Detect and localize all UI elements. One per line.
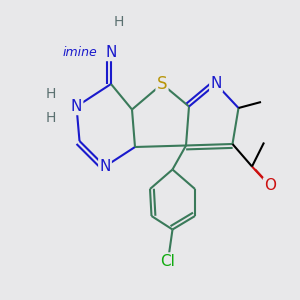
Text: N: N	[105, 45, 117, 60]
Text: H: H	[46, 112, 56, 125]
Text: S: S	[157, 75, 167, 93]
Text: Cl: Cl	[160, 254, 175, 268]
Text: N: N	[210, 76, 222, 92]
Text: N: N	[71, 99, 82, 114]
Text: H: H	[46, 88, 56, 101]
Text: O: O	[264, 178, 276, 194]
Text: imine: imine	[63, 46, 98, 59]
Text: N: N	[99, 159, 111, 174]
Text: H: H	[113, 16, 124, 29]
